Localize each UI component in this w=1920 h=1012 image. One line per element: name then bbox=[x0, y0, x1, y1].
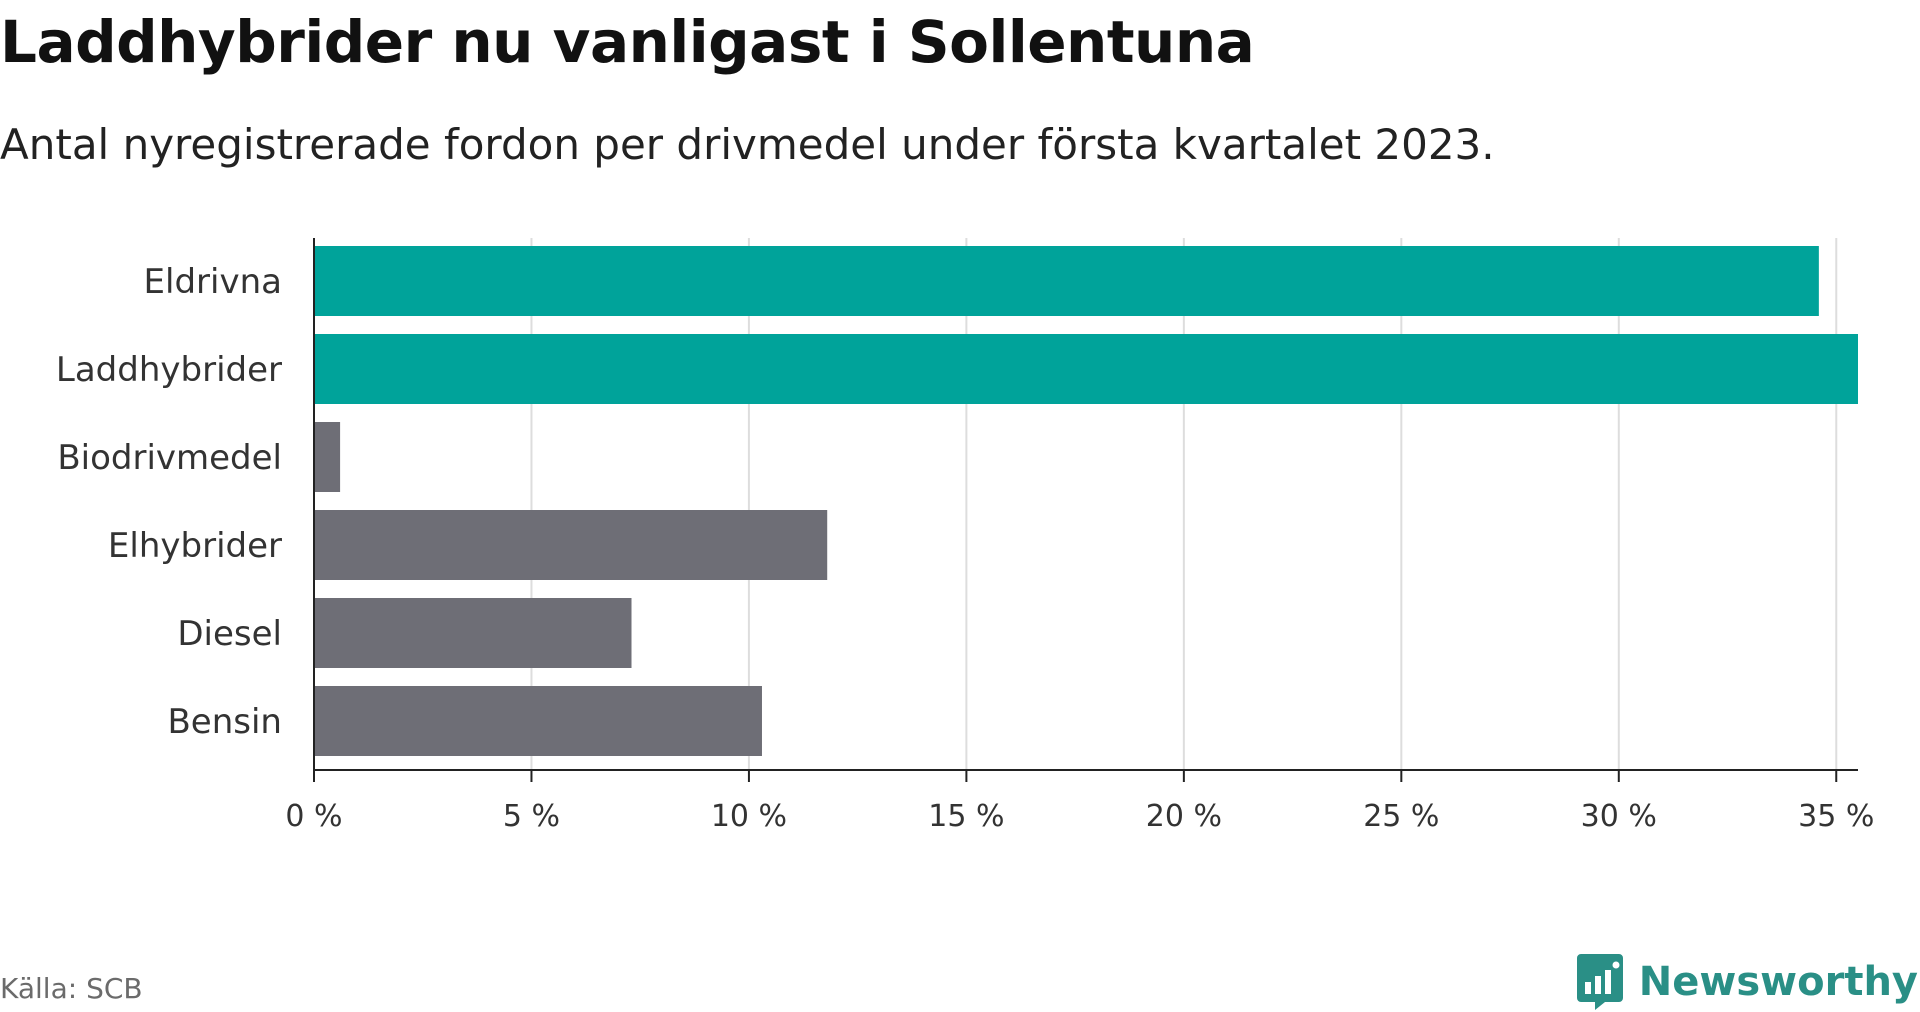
gridlines bbox=[530, 238, 1838, 770]
x-tick-label-3: 15 % bbox=[928, 799, 1004, 834]
x-tick-label-2: 10 % bbox=[711, 799, 787, 834]
x-tick-label-5: 25 % bbox=[1363, 799, 1439, 834]
source-note: Källa: SCB bbox=[0, 972, 143, 1005]
brand-name: Newsworthy bbox=[1638, 959, 1918, 1005]
x-axis: 0 % 5 % 10 % 15 % 20 % 25 % 30 % 35 % bbox=[285, 238, 1874, 834]
bar-bensin bbox=[314, 686, 762, 756]
category-label-eldrivna: Eldrivna bbox=[144, 262, 282, 302]
x-tick-label-1: 5 % bbox=[503, 799, 560, 834]
bar-laddhybrider bbox=[314, 334, 1858, 404]
x-tick-label-7: 35 % bbox=[1798, 799, 1874, 834]
chart-title: Laddhybrider nu vanligast i Sollentuna bbox=[0, 8, 1255, 76]
bar-biodrivmedel bbox=[314, 422, 341, 492]
category-label-biodrivmedel: Biodrivmedel bbox=[57, 438, 282, 478]
bar-elhybrider bbox=[314, 510, 828, 580]
x-tick-label-0: 0 % bbox=[285, 799, 342, 834]
category-labels: Eldrivna Laddhybrider Biodrivmedel Elhybrid… bbox=[56, 262, 282, 742]
category-label-elhybrider: Elhybrider bbox=[108, 526, 282, 566]
x-tick-label-6: 30 % bbox=[1581, 799, 1657, 834]
bars bbox=[314, 246, 1858, 756]
newsworthy-logo-icon bbox=[1576, 954, 1623, 1010]
bar-eldrivna bbox=[314, 246, 1819, 316]
brand: Newsworthy bbox=[1575, 952, 1920, 1012]
category-label-bensin: Bensin bbox=[167, 702, 282, 742]
x-tick-label-4: 20 % bbox=[1146, 799, 1222, 834]
bar-diesel bbox=[314, 598, 632, 668]
chart-subtitle: Antal nyregistrerade fordon per drivmede… bbox=[0, 120, 1495, 169]
category-label-diesel: Diesel bbox=[177, 614, 282, 654]
category-label-laddhybrider: Laddhybrider bbox=[56, 350, 282, 390]
